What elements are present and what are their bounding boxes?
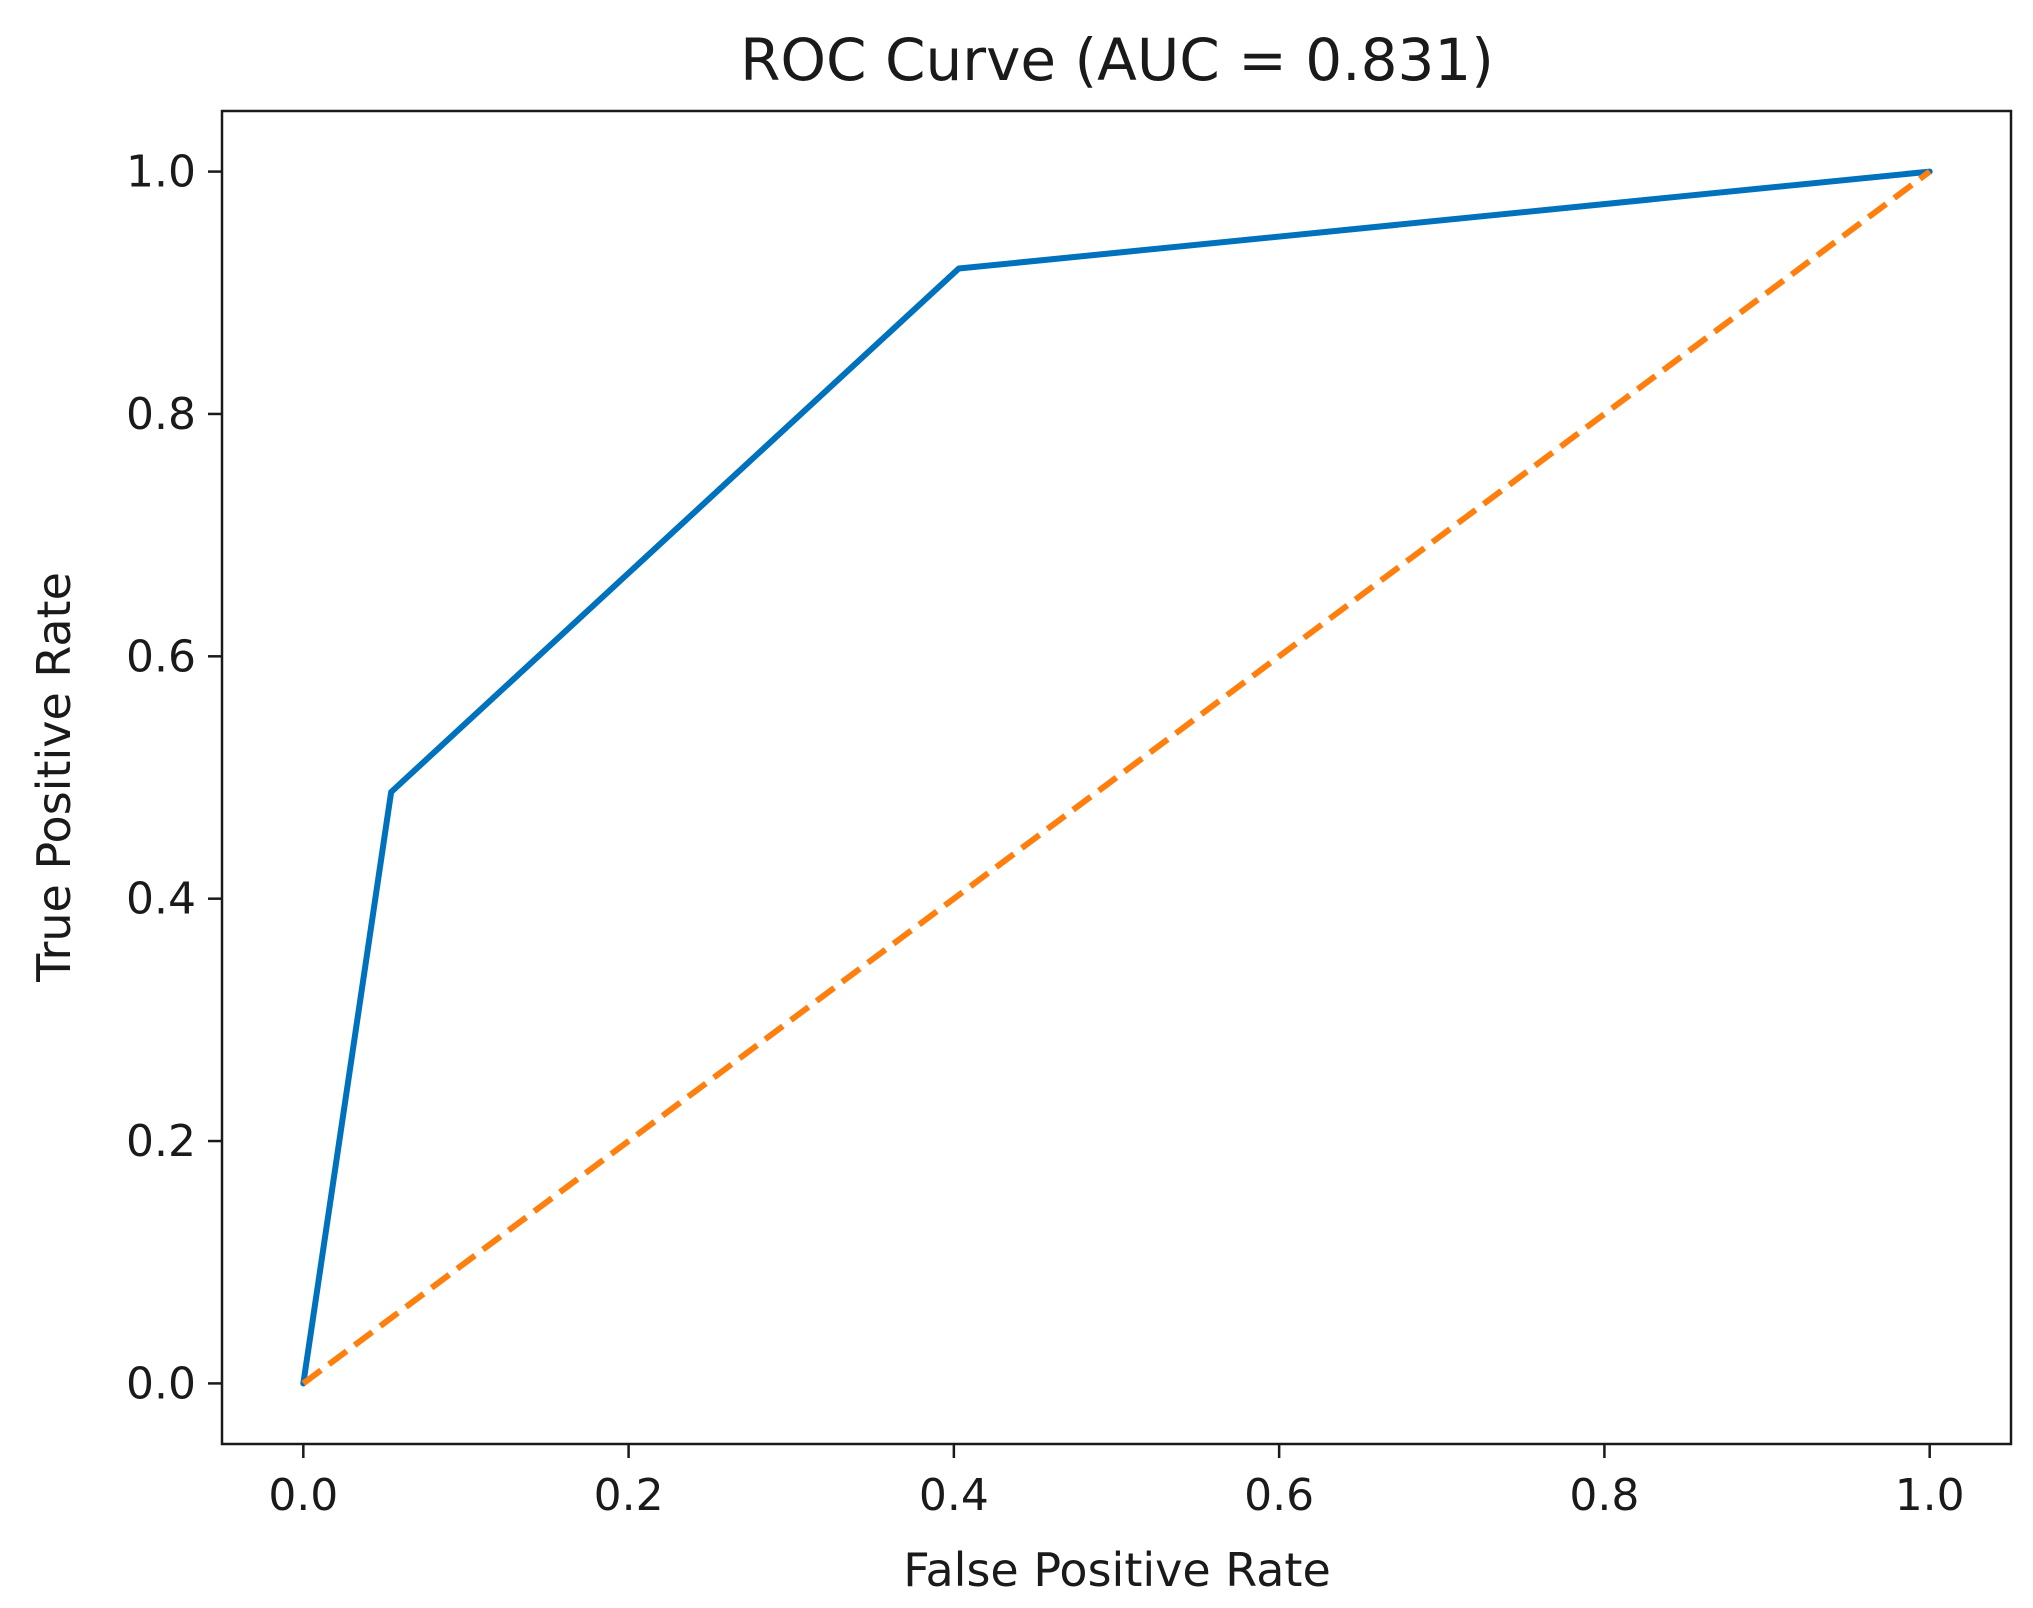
y-tick-label: 0.2 <box>126 1116 196 1167</box>
y-tick-label: 1.0 <box>126 147 196 198</box>
x-tick-label: 0.0 <box>268 1470 338 1521</box>
y-tick-label: 0.8 <box>126 389 196 440</box>
x-axis-label: False Positive Rate <box>903 1543 1331 1597</box>
y-tick-label: 0.0 <box>126 1358 196 1409</box>
series-0-line <box>300 168 1933 1387</box>
plot-area-frame <box>220 109 2013 1446</box>
x-axis-ticks: 0.0 0.2 0.4 0.6 0.8 1.0 <box>268 1444 1965 1521</box>
x-tick-label: 0.6 <box>1244 1470 1314 1521</box>
x-tick-label: 0.2 <box>594 1470 664 1521</box>
chart-title: ROC Curve (AUC = 0.831) <box>740 26 1494 94</box>
x-tick-label: 0.8 <box>1569 1470 1639 1521</box>
y-tick-label: 0.6 <box>126 631 196 682</box>
y-tick-label: 0.4 <box>126 874 196 925</box>
x-tick-label: 0.4 <box>919 1470 989 1521</box>
y-axis-label: True Positive Rate <box>27 572 81 983</box>
chart-marks <box>300 168 1933 1387</box>
series-1-line <box>301 169 1932 1386</box>
y-axis-ticks: 0.0 0.2 0.4 0.6 0.8 1.0 <box>126 147 222 1409</box>
x-tick-label: 1.0 <box>1895 1470 1965 1521</box>
